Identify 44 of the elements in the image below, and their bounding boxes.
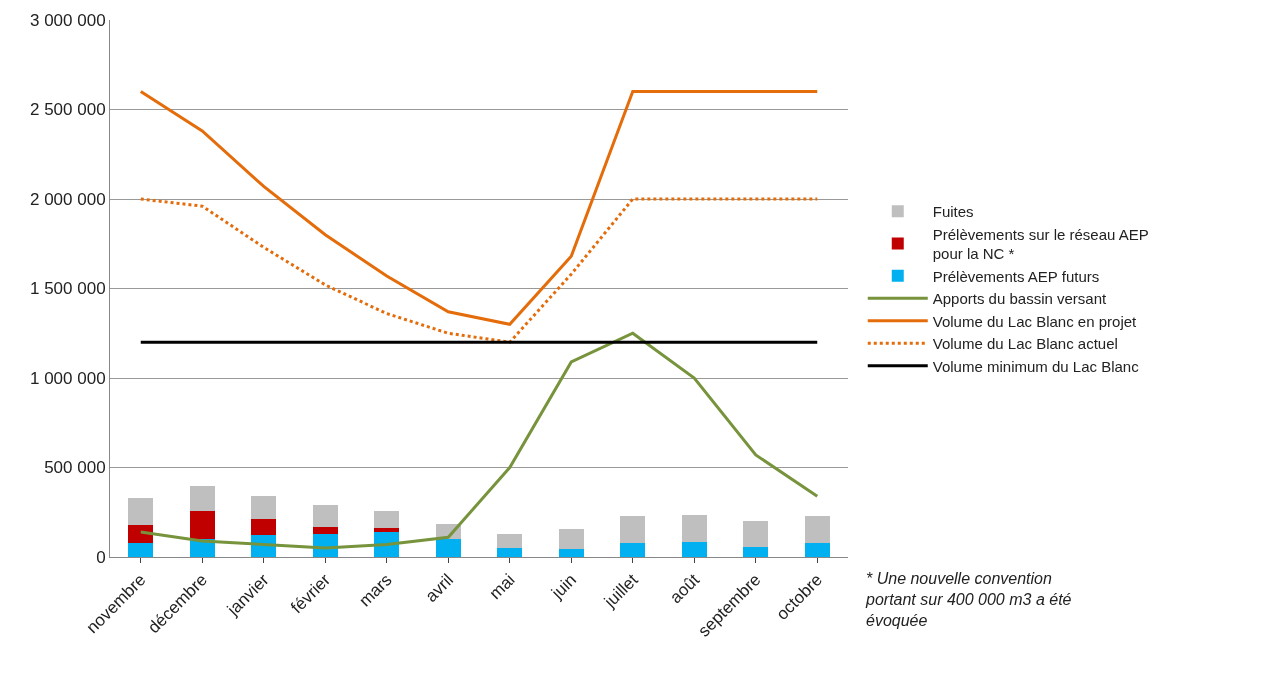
- text: * Une nouvelle convention portant sur 400 000 m3 a été évoquée: [865, 570, 1072, 629]
- legend-label: Fuites: [932, 203, 974, 221]
- bar: [128, 498, 154, 525]
- line-series: [139, 331, 819, 550]
- bar: [251, 519, 277, 536]
- y-tick-label: 2 000 000: [29, 189, 106, 209]
- bar: [620, 543, 646, 557]
- bar: [128, 543, 154, 557]
- bar: [435, 538, 461, 557]
- bar: [374, 528, 400, 533]
- legend-label: Prélèvements AEP futurs: [932, 267, 1100, 285]
- bar: [128, 524, 154, 544]
- bar: [374, 510, 400, 529]
- y-tick-label: 1 500 000: [29, 279, 106, 299]
- y-tick-label: 0: [96, 547, 106, 567]
- bar: [558, 549, 584, 557]
- line-series: [139, 90, 819, 326]
- bar: [251, 496, 277, 520]
- bar: [312, 527, 338, 534]
- bar: [620, 516, 646, 544]
- legend-label: Volume du Lac Blanc actuel: [932, 335, 1118, 353]
- x-tick-label: juin: [547, 570, 581, 604]
- legend-label: Volume minimum du Lac Blanc: [932, 357, 1140, 375]
- bar: [681, 541, 707, 557]
- bar: [497, 548, 523, 557]
- legend-label: Prélèvements sur le réseau AEP pour la NC *: [932, 225, 1149, 263]
- bar: [189, 511, 215, 540]
- bar: [312, 505, 338, 528]
- bar: [558, 528, 584, 550]
- bar: [681, 514, 707, 542]
- y-tick-label: 500 000: [44, 458, 106, 478]
- y-tick-label: 3 000 000: [29, 10, 106, 30]
- bar: [743, 546, 769, 557]
- legend-label: Apports du bassin versant: [932, 290, 1108, 308]
- line-series: [139, 197, 819, 344]
- bar: [743, 520, 769, 547]
- bar: [804, 543, 830, 557]
- y-tick-label: 2 500 000: [29, 100, 106, 120]
- bar: [804, 516, 830, 544]
- y-tick-label: 1 000 000: [29, 368, 106, 388]
- legend-label: Volume du Lac Blanc en projet: [932, 312, 1138, 330]
- bar: [189, 486, 215, 512]
- bar: [497, 533, 523, 549]
- x-tick-label: mai: [485, 570, 519, 604]
